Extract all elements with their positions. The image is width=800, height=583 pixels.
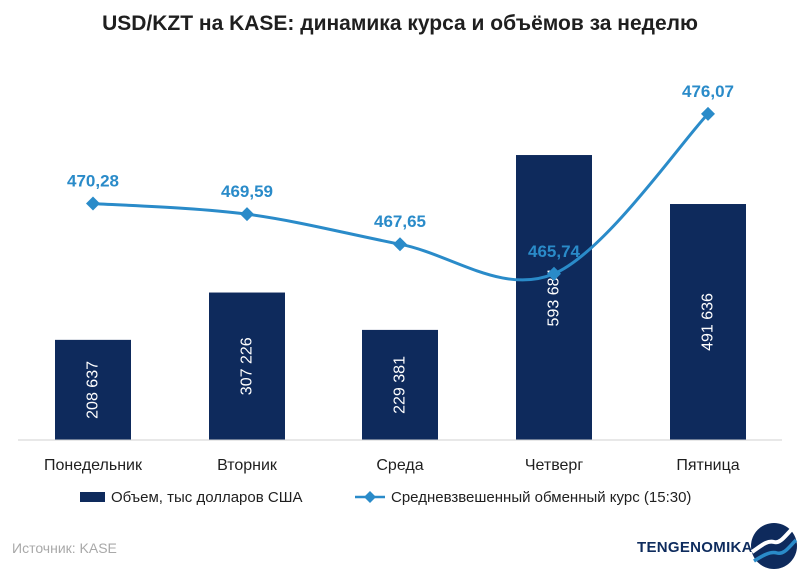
rate-marker-4 (547, 266, 561, 281)
category-label-1: Понедельник (44, 457, 143, 474)
bar-value-label-3: 229 381 (392, 356, 409, 414)
legend-bar-label: Объем, тыс долларов США (111, 489, 302, 506)
bar-5 (670, 204, 746, 440)
source-note: Источник: KASE (12, 540, 117, 556)
rate-marker-1 (86, 196, 100, 211)
line-value-labels: 470,28 469,59 467,65 465,74 476,07 (67, 82, 734, 261)
rate-marker-3 (393, 237, 407, 252)
rate-value-label-4: 465,74 (528, 242, 581, 261)
category-label-3: Среда (376, 457, 423, 474)
bar-value-label-4: 593 684 (546, 269, 563, 327)
line-series (86, 106, 715, 282)
category-label-5: Пятница (676, 457, 739, 474)
rate-marker-5 (701, 106, 715, 121)
rate-line (92, 112, 710, 282)
bar-value-label-5: 491 636 (700, 293, 717, 351)
legend-bar-swatch (80, 492, 105, 502)
bar-value-label-2: 307 226 (239, 337, 256, 395)
category-label-2: Вторник (217, 457, 278, 474)
rate-value-label-1: 470,28 (67, 171, 119, 190)
bar-2 (209, 292, 285, 440)
bar-value-label-1: 208 637 (85, 361, 102, 419)
legend-line-label: Средневзвешенный обменный курс (15:30) (391, 489, 691, 506)
rate-value-label-5: 476,07 (682, 82, 734, 101)
bar-3 (362, 329, 438, 440)
tengenomika-logo-icon (750, 523, 798, 569)
legend: Объем, тыс долларов США Средневзвешенный… (80, 489, 691, 506)
chart-title: USD/KZT на KASE: динамика курса и объёмо… (102, 12, 698, 35)
bar-4 (516, 155, 592, 440)
rate-value-label-2: 469,59 (221, 182, 273, 201)
legend-line-marker (364, 491, 376, 503)
category-label-4: Четверг (525, 457, 583, 474)
brand-name: TENGENOMIKA (637, 539, 753, 556)
rate-marker-2 (240, 207, 254, 222)
bar-value-labels: 208 637 307 226 229 381 593 684 491 636 (85, 269, 717, 419)
category-labels: Понедельник Вторник Среда Четверг Пятница (44, 457, 740, 474)
bar-1 (55, 339, 131, 440)
rate-value-label-3: 467,65 (374, 212, 426, 231)
bar-series (55, 155, 746, 440)
